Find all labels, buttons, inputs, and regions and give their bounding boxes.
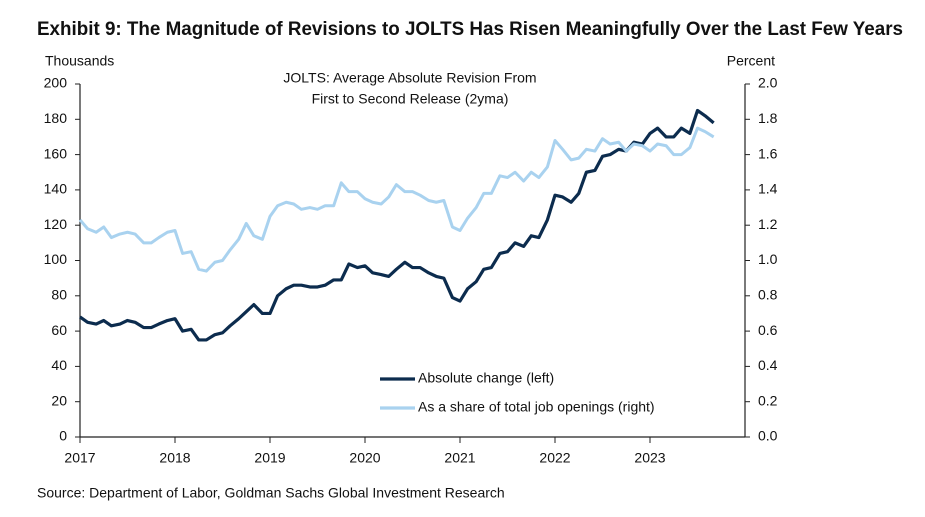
y2-axis-label: Percent (727, 53, 775, 69)
y-tick-label: 180 (44, 110, 68, 126)
y2-tick-label: 0.4 (758, 357, 778, 373)
y-tick-label: 100 (44, 251, 68, 267)
x-tick-label: 2018 (159, 450, 190, 466)
y-axis-label: Thousands (45, 53, 114, 69)
line-series (79, 108, 715, 342)
source: Source: Department of Labor, Goldman Sac… (37, 485, 505, 501)
chart-title: Exhibit 9: The Magnitude of Revisions to… (37, 19, 903, 40)
x-tick-label: 2019 (254, 450, 285, 466)
y2-tick-label: 2.0 (758, 75, 778, 91)
x-tick-label: 2021 (444, 450, 475, 466)
line-series (78, 126, 715, 273)
y-tick-label: 120 (44, 216, 68, 232)
y-tick-label: 160 (44, 145, 68, 161)
y2-tick-label: 0.2 (758, 392, 778, 408)
x-tick-label: 2017 (64, 450, 95, 466)
y-tick-label: 200 (44, 75, 68, 91)
y-tick-label: 80 (51, 287, 67, 303)
y-tick-label: 60 (51, 322, 67, 338)
y-tick-label: 40 (51, 357, 67, 373)
y2-tick-label: 1.2 (758, 216, 778, 232)
x-tick-label: 2020 (349, 450, 380, 466)
y2-tick-label: 0.6 (758, 322, 778, 338)
y2-tick-label: 1.0 (758, 251, 778, 267)
y2-tick-label: 0.0 (758, 428, 778, 444)
y-tick-label: 20 (51, 392, 67, 408)
annotation: JOLTS: Average Absolute Revision From (283, 70, 536, 86)
x-tick-label: 2022 (539, 450, 570, 466)
y2-tick-label: 1.8 (758, 110, 778, 126)
y2-tick-label: 0.8 (758, 287, 778, 303)
y-tick-label: 0 (59, 428, 67, 444)
annotation: First to Second Release (2yma) (312, 91, 509, 107)
legend-label: Absolute change (left) (418, 370, 554, 386)
y2-tick-label: 1.6 (758, 145, 778, 161)
x-tick-label: 2023 (634, 450, 665, 466)
y-tick-label: 140 (44, 181, 68, 197)
legend-label: As a share of total job openings (right) (418, 399, 655, 415)
y2-tick-label: 1.4 (758, 181, 778, 197)
